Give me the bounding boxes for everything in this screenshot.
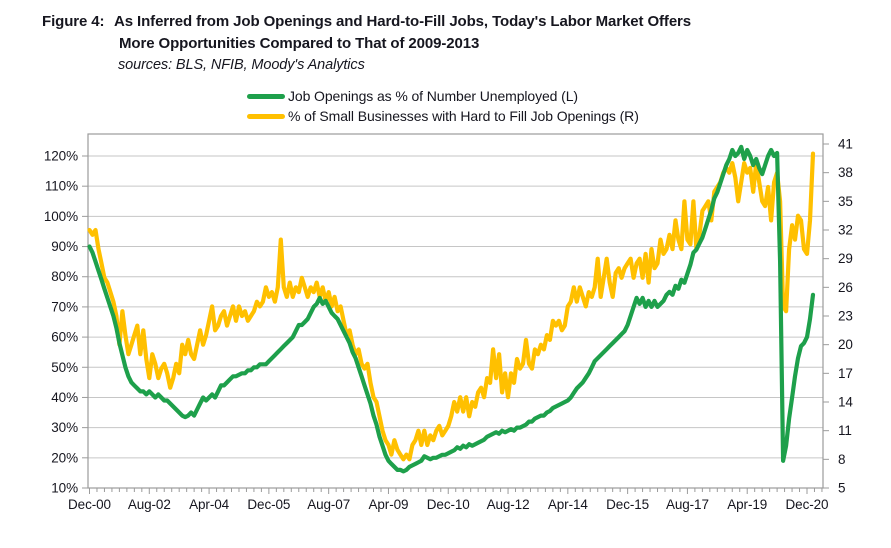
x-axis-label: Apr-04	[189, 497, 230, 512]
left-axis-label: 100%	[44, 209, 78, 224]
left-axis-label: 110%	[45, 179, 78, 194]
figure-title-line1: As Inferred from Job Openings and Hard-t…	[114, 13, 692, 30]
figure-sources: sources: BLS, NFIB, Moody's Analytics	[118, 57, 365, 73]
left-axis-label: 10%	[51, 481, 78, 496]
x-axis-label: Dec-20	[786, 497, 829, 512]
right-axis-label: 23	[838, 309, 853, 324]
x-axis-label: Apr-09	[368, 497, 408, 512]
right-axis-label: 8	[838, 452, 845, 467]
plot-frame	[87, 133, 824, 489]
x-axis-label: Aug-07	[307, 497, 350, 512]
series-line-job-openings	[87, 144, 816, 474]
right-axis-label: 38	[838, 165, 853, 180]
chart-legend: Job Openings as % of Number Unemployed (…	[247, 86, 639, 126]
x-axis-label: Apr-19	[727, 497, 767, 512]
right-axis-label: 5	[838, 481, 845, 496]
x-axis-label: Dec-00	[68, 497, 111, 512]
left-axis-label: 90%	[51, 239, 78, 254]
left-axis-label: 80%	[51, 269, 78, 284]
legend-swatch-green-line	[247, 93, 285, 99]
x-axis-label: Aug-17	[666, 497, 709, 512]
right-axis-label: 20	[838, 337, 853, 352]
right-axis-label: 11	[838, 423, 852, 438]
legend-item-hard-to-fill: % of Small Businesses with Hard to Fill …	[247, 106, 639, 126]
left-axis-label: 120%	[44, 149, 78, 164]
right-axis-label: 17	[838, 366, 853, 381]
left-axis-label: 60%	[51, 330, 78, 345]
legend-swatch-yellow-line	[247, 113, 285, 119]
right-axis-label: 41	[838, 137, 853, 152]
x-axis-label: Dec-15	[606, 497, 649, 512]
left-axis-label: 40%	[51, 390, 78, 405]
series-line-hard-to-fill	[87, 151, 816, 462]
right-axis-label: 29	[838, 251, 853, 266]
left-axis-label: 50%	[51, 360, 78, 375]
legend-label: % of Small Businesses with Hard to Fill …	[288, 108, 639, 124]
x-axis-label: Dec-10	[427, 497, 470, 512]
legend-label: Job Openings as % of Number Unemployed (…	[288, 88, 578, 104]
x-axis-label: Apr-14	[548, 497, 589, 512]
x-axis-label: Dec-05	[247, 497, 290, 512]
right-axis-label: 32	[838, 223, 853, 238]
figure-number-label: Figure 4:	[42, 13, 105, 30]
legend-item-job-openings: Job Openings as % of Number Unemployed (…	[247, 86, 639, 106]
x-axis-label: Aug-02	[128, 497, 171, 512]
right-axis-label: 35	[838, 194, 853, 209]
x-axis-label: Aug-12	[487, 497, 530, 512]
right-axis-label: 26	[838, 280, 853, 295]
figure-title-line2: More Opportunities Compared to That of 2…	[119, 35, 480, 52]
left-axis-label: 30%	[51, 420, 78, 435]
left-axis-label: 20%	[51, 450, 78, 465]
left-axis-label: 70%	[51, 299, 78, 314]
right-axis-label: 14	[838, 395, 853, 410]
